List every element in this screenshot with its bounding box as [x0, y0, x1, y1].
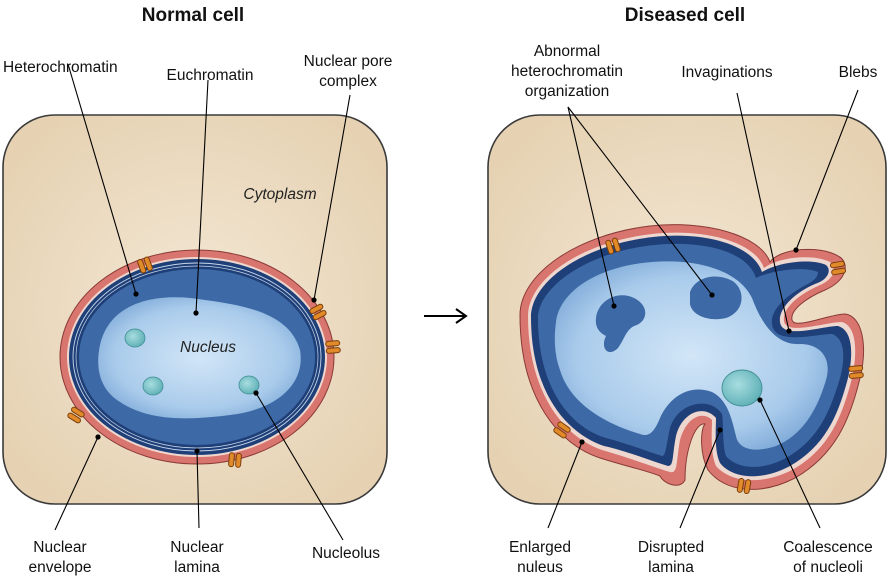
normal-cell: Cytoplasm Nucleus Heterochromatin Euchro… [2, 53, 393, 576]
normal-cell-title: Normal cell [142, 5, 244, 26]
diseased-cell: Abnormal heterochromatin organization In… [487, 43, 887, 576]
euchromatin-label: Euchromatin [166, 67, 253, 84]
abnormal-heterochromatin-label-l3: organization [525, 83, 609, 100]
normal-nucleolus-3 [238, 375, 260, 395]
nucleus-label: Nucleus [180, 339, 236, 356]
coalescence-label-l1: Coalescence [783, 539, 873, 556]
nuclear-envelope-label-l1: Nuclear [33, 539, 86, 556]
nuclear-pore-label-l2: complex [319, 73, 377, 90]
normal-nucleolus-2 [142, 376, 164, 396]
transition-arrow [424, 308, 468, 324]
blebs-label: Blebs [839, 64, 878, 81]
abnormal-heterochromatin-label-l1: Abnormal [534, 43, 600, 60]
abnormal-heterochromatin-clump-1 [595, 295, 646, 353]
nuclear-envelope-label-l2: envelope [29, 559, 92, 576]
nuclear-pore-label-l1: Nuclear pore [304, 53, 393, 70]
abnormal-heterochromatin-label-l2: heterochromatin [511, 63, 623, 80]
abnormal-heterochromatin-clump-2 [690, 276, 742, 320]
enlarged-nucleus-label-l2: nuleus [517, 559, 563, 576]
enlarged-nucleus-label-l1: Enlarged [509, 539, 571, 556]
disrupted-lamina-label-l2: lamina [648, 559, 694, 576]
disrupted-lamina-label-l1: Disrupted [638, 539, 704, 556]
heterochromatin-label: Heterochromatin [3, 59, 118, 76]
diseased-cell-title: Diseased cell [625, 5, 745, 26]
nuclear-lamina-label-l1: Nuclear [170, 539, 223, 556]
cytoplasm-label: Cytoplasm [243, 186, 316, 203]
normal-nucleolus-1 [124, 328, 146, 348]
invaginations-label: Invaginations [681, 64, 773, 81]
coalesced-nucleolus [721, 369, 763, 407]
coalescence-label-l2: of nucleoli [793, 559, 863, 576]
nuclear-lamina-label-l2: lamina [174, 559, 220, 576]
nucleolus-label: Nucleolus [312, 545, 380, 562]
